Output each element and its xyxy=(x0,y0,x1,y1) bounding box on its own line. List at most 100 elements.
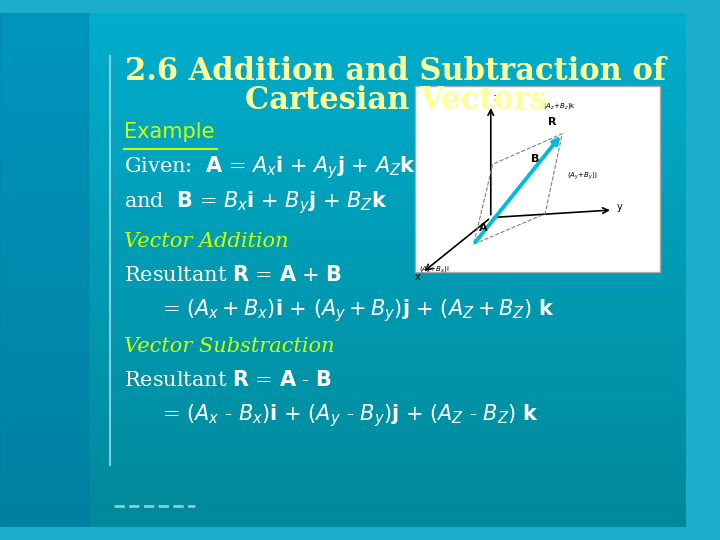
Bar xyxy=(0,508,686,515)
Bar xyxy=(0,251,686,257)
Bar xyxy=(0,135,686,141)
Bar xyxy=(0,96,686,103)
Bar xyxy=(0,13,88,527)
Bar xyxy=(0,392,686,399)
Text: A: A xyxy=(480,223,488,233)
Bar xyxy=(0,90,686,96)
Bar xyxy=(0,186,686,193)
Bar xyxy=(0,122,686,129)
Bar xyxy=(0,482,686,489)
Bar xyxy=(0,160,686,167)
Bar xyxy=(0,367,686,373)
Bar xyxy=(0,141,686,148)
Bar xyxy=(0,129,686,135)
Bar xyxy=(0,405,686,411)
Bar xyxy=(0,84,686,90)
Bar xyxy=(0,315,686,321)
Bar xyxy=(0,103,686,109)
Bar xyxy=(0,276,686,283)
Bar xyxy=(0,58,686,64)
Bar xyxy=(0,45,686,51)
Text: Resultant $\mathbf{R}$ = $\mathbf{A}$ + $\mathbf{B}$: Resultant $\mathbf{R}$ = $\mathbf{A}$ + … xyxy=(124,266,342,286)
Bar xyxy=(0,308,686,315)
Bar xyxy=(0,206,686,212)
Bar xyxy=(0,154,686,160)
Text: 2.6 Addition and Subtraction of: 2.6 Addition and Subtraction of xyxy=(125,56,666,87)
Bar xyxy=(0,380,686,386)
Bar xyxy=(0,399,686,405)
Bar xyxy=(0,77,686,84)
Bar xyxy=(0,232,686,238)
Bar xyxy=(0,289,686,296)
Bar xyxy=(0,502,686,508)
Text: = $(A_x + B_x)\mathbf{i}$ + $(A_y + B_y)\mathbf{j}$ + $(A_Z + B_Z)$ $\mathbf{k}$: = $(A_x + B_x)\mathbf{i}$ + $(A_y + B_y)… xyxy=(162,298,554,325)
Text: Example: Example xyxy=(124,123,215,143)
Bar xyxy=(0,19,686,25)
Bar xyxy=(0,341,686,347)
Bar xyxy=(0,25,686,32)
Bar xyxy=(0,450,686,456)
Bar xyxy=(0,456,686,463)
Bar xyxy=(0,437,686,444)
Bar xyxy=(0,199,686,206)
Bar xyxy=(0,212,686,219)
Text: and  $\mathbf{B}$ = $B_x\mathbf{i}$ + $B_y\mathbf{j}$ + $B_Z\mathbf{k}$: and $\mathbf{B}$ = $B_x\mathbf{i}$ + $B_… xyxy=(124,189,387,215)
Text: $(A_x\!+\!B_x)$i: $(A_x\!+\!B_x)$i xyxy=(419,265,450,274)
Bar xyxy=(0,334,686,341)
Bar xyxy=(0,360,686,367)
Bar xyxy=(0,32,686,38)
Bar xyxy=(0,167,686,173)
Bar xyxy=(0,238,686,244)
Bar xyxy=(0,515,686,521)
Bar xyxy=(0,386,686,392)
Text: R: R xyxy=(548,117,557,127)
Bar xyxy=(0,296,686,302)
Bar xyxy=(0,469,686,476)
Bar xyxy=(0,148,686,154)
Text: Vector Substraction: Vector Substraction xyxy=(124,337,335,356)
Text: Vector Addition: Vector Addition xyxy=(124,232,289,251)
Bar xyxy=(0,38,686,45)
Bar xyxy=(0,476,686,482)
Bar xyxy=(0,411,686,418)
Bar xyxy=(0,418,686,424)
Bar xyxy=(0,354,686,360)
Bar xyxy=(0,424,686,431)
Bar xyxy=(0,373,686,380)
Bar xyxy=(0,257,686,264)
Text: x: x xyxy=(415,273,420,282)
Text: B: B xyxy=(531,154,539,164)
Bar xyxy=(0,71,686,77)
Text: $(A_z\!+\!B_z)$k: $(A_z\!+\!B_z)$k xyxy=(543,102,576,111)
Bar xyxy=(0,64,686,71)
Text: Given:  $\mathbf{A}$ = $A_x\mathbf{i}$ + $A_y\mathbf{j}$ + $A_Z\mathbf{k}$: Given: $\mathbf{A}$ = $A_x\mathbf{i}$ + … xyxy=(124,154,416,181)
Text: z: z xyxy=(494,93,499,103)
Text: y: y xyxy=(616,202,622,212)
Bar xyxy=(0,116,686,122)
Bar xyxy=(0,270,686,276)
Text: $(A_y\!+\!B_y)$j: $(A_y\!+\!B_y)$j xyxy=(567,170,598,182)
Text: Cartesian Vectors: Cartesian Vectors xyxy=(245,85,546,116)
Bar xyxy=(0,521,686,527)
Bar xyxy=(0,109,686,116)
Bar xyxy=(0,193,686,199)
Bar xyxy=(0,495,686,502)
Bar xyxy=(0,347,686,354)
Bar xyxy=(0,283,686,289)
Bar xyxy=(0,219,686,225)
Bar xyxy=(0,180,686,186)
Bar xyxy=(0,302,686,308)
FancyBboxPatch shape xyxy=(415,86,660,272)
Bar xyxy=(0,328,686,334)
Bar xyxy=(0,463,686,469)
Bar xyxy=(0,51,686,58)
Bar xyxy=(0,489,686,495)
Bar xyxy=(0,173,686,180)
Bar xyxy=(0,321,686,328)
Bar xyxy=(0,244,686,251)
Text: = $(A_x$ - $B_x)\mathbf{i}$ + $(A_y$ - $B_y)\mathbf{j}$ + $(A_Z$ - $B_Z)$ $\math: = $(A_x$ - $B_x)\mathbf{i}$ + $(A_y$ - $… xyxy=(162,402,539,429)
Bar xyxy=(0,431,686,437)
Bar xyxy=(0,444,686,450)
Bar xyxy=(0,13,686,19)
Text: Resultant $\mathbf{R}$ = $\mathbf{A}$ - $\mathbf{B}$: Resultant $\mathbf{R}$ = $\mathbf{A}$ - … xyxy=(124,370,332,390)
